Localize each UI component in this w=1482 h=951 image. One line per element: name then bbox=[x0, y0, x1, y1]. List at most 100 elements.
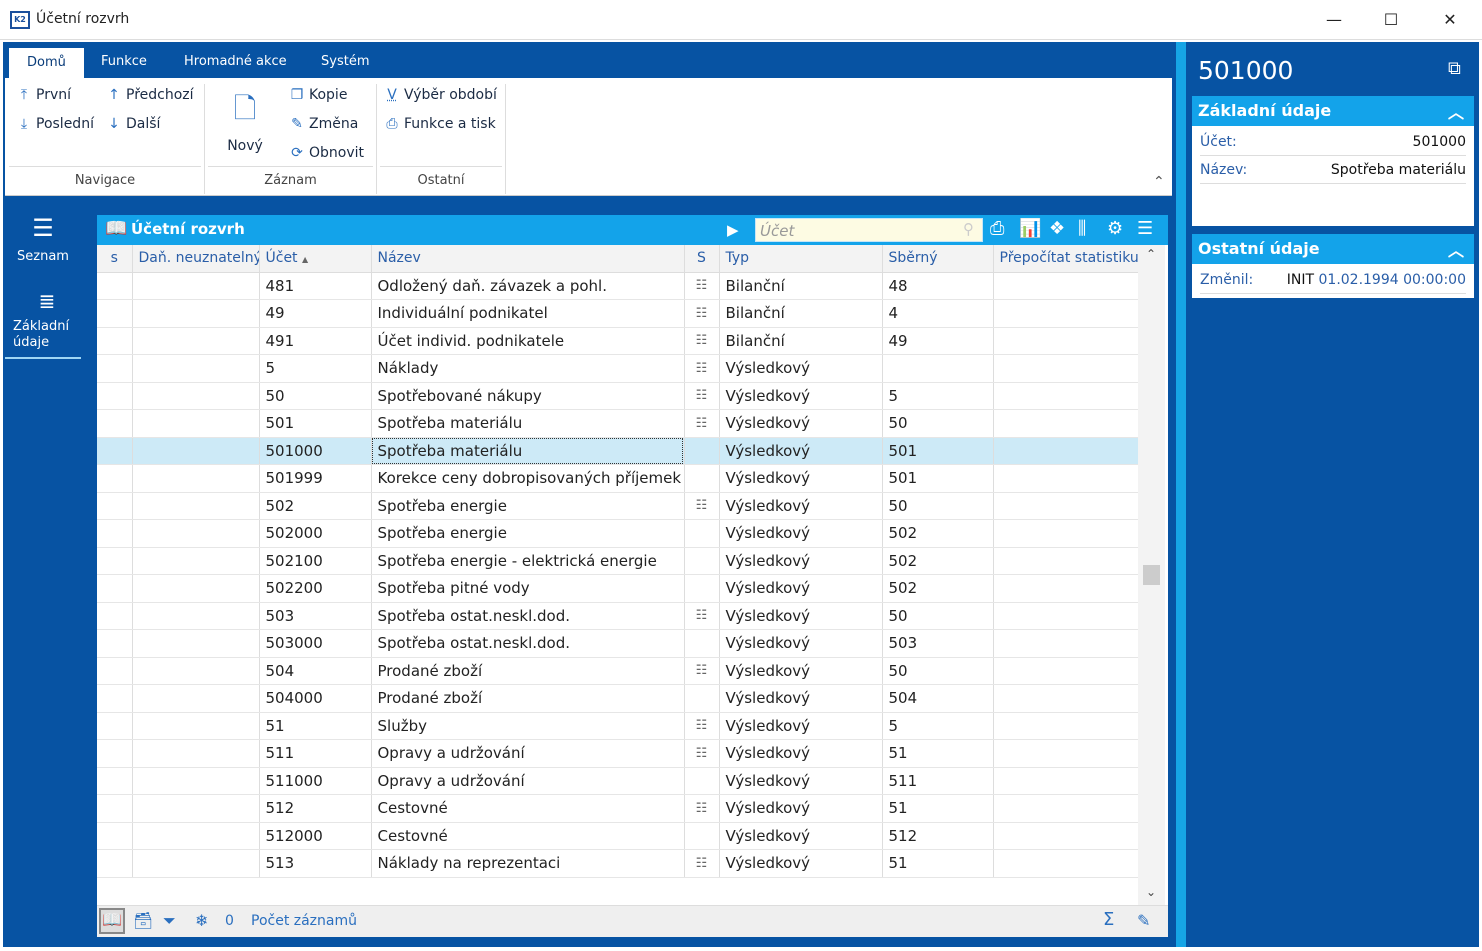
statistics-icon[interactable]: ☷ bbox=[684, 492, 720, 520]
table-row[interactable]: 513 Náklady na reprezentaci ☷ Výsledkový… bbox=[97, 849, 1139, 878]
archive-icon[interactable]: 🗃 bbox=[133, 911, 154, 930]
cell-dan-neuznatelny[interactable] bbox=[132, 822, 260, 850]
cell-prepocitat[interactable] bbox=[993, 822, 1139, 850]
cell-s[interactable] bbox=[97, 822, 133, 850]
cell-prepocitat[interactable] bbox=[993, 767, 1139, 795]
cell-prepocitat[interactable] bbox=[993, 794, 1139, 823]
table-row[interactable]: 502100 Spotřeba energie - elektrická ene… bbox=[97, 547, 1139, 575]
table-row[interactable]: 491 Účet individ. podnikatele ☷ Bilanční… bbox=[97, 327, 1139, 355]
cell-s[interactable] bbox=[97, 492, 133, 520]
record-count-button[interactable]: Počet záznamů bbox=[251, 913, 357, 929]
cell-prepocitat[interactable] bbox=[993, 712, 1139, 740]
cell-sberny[interactable]: 49 bbox=[882, 327, 994, 355]
cell-nazev[interactable]: Spotřebované nákupy bbox=[371, 382, 685, 410]
statistics-icon[interactable]: ☷ bbox=[684, 712, 720, 740]
cell-sberny[interactable]: 502 bbox=[882, 574, 994, 603]
cell-ucet[interactable]: 50 bbox=[259, 382, 372, 410]
column-header-ucet[interactable]: Účet ▲ bbox=[259, 245, 372, 273]
vertical-scrollbar[interactable]: ⌃ ⌄ bbox=[1138, 245, 1165, 905]
cell-sberny[interactable]: 504 bbox=[882, 684, 994, 713]
cell-s[interactable] bbox=[97, 519, 133, 548]
cell-typ[interactable]: Výsledkový bbox=[719, 464, 883, 493]
cell-prepocitat[interactable] bbox=[993, 464, 1139, 493]
table-row[interactable]: 51 Služby ☷ Výsledkový 5 bbox=[97, 712, 1139, 740]
cell-nazev[interactable]: Služby bbox=[371, 712, 685, 740]
table-row[interactable]: 504 Prodané zboží ☷ Výsledkový 50 bbox=[97, 657, 1139, 685]
table-row[interactable]: 503 Spotřeba ostat.neskl.dod. ☷ Výsledko… bbox=[97, 602, 1139, 630]
open-external-icon[interactable]: ⧉ bbox=[1448, 58, 1461, 79]
cell-prepocitat[interactable] bbox=[993, 629, 1139, 658]
statistics-icon[interactable]: ☷ bbox=[684, 272, 720, 300]
cell-prepocitat[interactable] bbox=[993, 739, 1139, 768]
snowflake-icon[interactable]: ❄ bbox=[195, 911, 209, 930]
print-icon[interactable]: ⎙ bbox=[990, 218, 1005, 239]
cell-nazev[interactable]: Spotřeba energie bbox=[371, 519, 685, 548]
cell-nazev[interactable]: Náklady na reprezentaci bbox=[371, 849, 685, 878]
cell-prepocitat[interactable] bbox=[993, 492, 1139, 520]
column-header-typ[interactable]: Typ bbox=[719, 245, 883, 273]
cell-s[interactable] bbox=[97, 849, 133, 878]
cell-ucet[interactable]: 511 bbox=[259, 739, 372, 768]
column-header-prepocitat[interactable]: Přepočítat statistiku bbox=[993, 245, 1139, 273]
cell-ucet[interactable]: 501999 bbox=[259, 464, 372, 493]
cell-dan-neuznatelny[interactable] bbox=[132, 299, 260, 328]
cell-prepocitat[interactable] bbox=[993, 849, 1139, 878]
cell-prepocitat[interactable] bbox=[993, 272, 1139, 300]
cell-dan-neuznatelny[interactable] bbox=[132, 849, 260, 878]
play-dropdown-icon[interactable]: ▶ bbox=[727, 221, 739, 239]
cell-s[interactable] bbox=[97, 574, 133, 603]
cell-sberny[interactable]: 51 bbox=[882, 849, 994, 878]
table-row[interactable]: 502200 Spotřeba pitné vody Výsledkový 50… bbox=[97, 574, 1139, 603]
cell-s[interactable] bbox=[97, 767, 133, 795]
cell-s[interactable] bbox=[97, 602, 133, 630]
cell-ucet[interactable]: 503 bbox=[259, 602, 372, 630]
cell-dan-neuznatelny[interactable] bbox=[132, 574, 260, 603]
cell-ucet[interactable]: 501000 bbox=[259, 437, 372, 465]
cell-sberny[interactable]: 48 bbox=[882, 272, 994, 300]
tab-system[interactable]: Systém bbox=[321, 54, 370, 69]
maximize-button[interactable]: ☐ bbox=[1383, 10, 1399, 29]
minimize-button[interactable]: — bbox=[1326, 10, 1342, 29]
first-button[interactable]: ⤒ První bbox=[15, 87, 71, 103]
cell-typ[interactable]: Výsledkový bbox=[719, 409, 883, 438]
cell-prepocitat[interactable] bbox=[993, 354, 1139, 383]
cell-sberny[interactable]: 501 bbox=[882, 464, 994, 493]
cell-ucet[interactable]: 504000 bbox=[259, 684, 372, 713]
cell-sberny[interactable]: 501 bbox=[882, 437, 994, 465]
cell-dan-neuznatelny[interactable] bbox=[132, 684, 260, 713]
cell-prepocitat[interactable] bbox=[993, 327, 1139, 355]
statistics-icon[interactable]: ☷ bbox=[684, 409, 720, 438]
cell-typ[interactable]: Výsledkový bbox=[719, 712, 883, 740]
cell-dan-neuznatelny[interactable] bbox=[132, 382, 260, 410]
column-header-s-statistic[interactable]: S bbox=[684, 245, 720, 273]
table-row[interactable]: 50 Spotřebované nákupy ☷ Výsledkový 5 bbox=[97, 382, 1139, 410]
edit-pen-icon[interactable]: ✎ bbox=[1137, 911, 1151, 930]
statistics-icon[interactable]: ☷ bbox=[684, 794, 720, 823]
cell-nazev[interactable]: Cestovné bbox=[371, 794, 685, 823]
cell-prepocitat[interactable] bbox=[993, 574, 1139, 603]
cell-typ[interactable]: Výsledkový bbox=[719, 602, 883, 630]
chart-icon[interactable]: 📊 bbox=[1019, 218, 1042, 239]
statistics-icon[interactable]: ☷ bbox=[684, 382, 720, 410]
column-header-sberny[interactable]: Sběrný bbox=[882, 245, 994, 273]
search-input[interactable]: Účet bbox=[755, 218, 983, 242]
cell-typ[interactable]: Výsledkový bbox=[719, 822, 883, 850]
cell-ucet[interactable]: 502 bbox=[259, 492, 372, 520]
cell-typ[interactable]: Výsledkový bbox=[719, 519, 883, 548]
scroll-down-icon[interactable]: ⌄ bbox=[1146, 885, 1157, 899]
cell-typ[interactable]: Výsledkový bbox=[719, 382, 883, 410]
cell-typ[interactable]: Výsledkový bbox=[719, 794, 883, 823]
statistics-icon[interactable]: ☷ bbox=[684, 327, 720, 355]
last-button[interactable]: ⤓ Poslední bbox=[15, 116, 94, 132]
cell-ucet[interactable]: 501 bbox=[259, 409, 372, 438]
cell-sberny[interactable]: 502 bbox=[882, 519, 994, 548]
cell-dan-neuznatelny[interactable] bbox=[132, 464, 260, 493]
cell-dan-neuznatelny[interactable] bbox=[132, 272, 260, 300]
cell-dan-neuznatelny[interactable] bbox=[132, 794, 260, 823]
cell-sberny[interactable]: 50 bbox=[882, 657, 994, 685]
cell-typ[interactable]: Bilanční bbox=[719, 272, 883, 300]
sum-icon[interactable]: Σ bbox=[1103, 909, 1115, 930]
cell-nazev[interactable]: Opravy a udržování bbox=[371, 767, 685, 795]
cell-s[interactable] bbox=[97, 327, 133, 355]
column-header-nazev[interactable]: Název bbox=[371, 245, 685, 273]
